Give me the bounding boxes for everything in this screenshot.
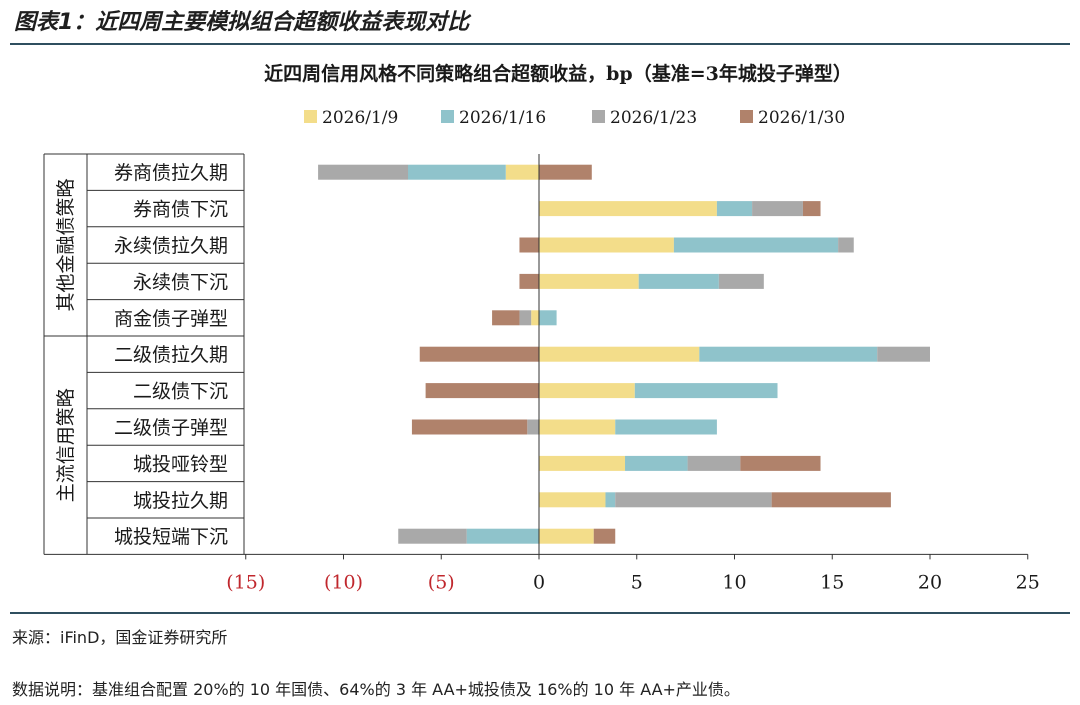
x-tick-label: 10 <box>722 571 746 593</box>
x-tick-label: 25 <box>1016 571 1040 593</box>
bar-segment <box>634 383 778 399</box>
legend-swatch <box>740 110 753 123</box>
bar-segment <box>425 383 539 399</box>
x-axis: (15) (10) (5) 0 5 10 15 20 25 <box>226 553 1040 593</box>
bar-segment <box>605 492 616 508</box>
category-label: 券商债下沉 <box>133 199 228 221</box>
bar-segment <box>638 273 719 289</box>
bar-segment <box>519 310 532 326</box>
group-label: 其他金融债策略 <box>55 178 77 311</box>
bar-segment <box>539 164 592 180</box>
data-note: 数据说明：基准组合配置 20%的 10 年国债、64%的 3 年 AA+城投债及… <box>12 680 740 699</box>
legend-label: 2026/1/16 <box>459 108 546 128</box>
category-label: 二级债子弹型 <box>114 417 228 439</box>
category-frame: 券商债拉久期券商债下沉永续债拉久期永续债下沉商金债子弹型二级债拉久期二级债下沉二… <box>43 153 245 555</box>
bar-segment <box>539 419 616 435</box>
bar-segment <box>593 528 616 544</box>
category-label: 城投拉久期 <box>133 490 228 512</box>
figure-header: 图表1：近四周主要模拟组合超额收益表现对比 <box>14 10 470 35</box>
legend-swatch <box>304 110 317 123</box>
legend-label: 2026/1/9 <box>322 108 398 128</box>
x-tick-label: (10) <box>324 571 363 593</box>
bar-segment <box>539 455 626 471</box>
bar-segment <box>519 237 539 253</box>
x-tick-label: 15 <box>820 571 844 593</box>
bar-segment <box>539 492 606 508</box>
legend-label: 2026/1/30 <box>758 108 845 128</box>
bar-segment <box>419 346 539 362</box>
bar-segment <box>539 383 635 399</box>
chart-title: 近四周信用风格不同策略组合超额收益，bp（基准=3年城投子弹型） <box>264 62 852 85</box>
bar-segment <box>615 492 772 508</box>
bar-segment <box>716 201 753 217</box>
bar-segment <box>539 273 639 289</box>
legend-swatch <box>592 110 605 123</box>
x-tick-label: 0 <box>533 571 545 593</box>
bar-segment <box>687 455 741 471</box>
category-label: 二级债下沉 <box>133 381 228 403</box>
bar-segment <box>492 310 520 326</box>
header-rule <box>10 43 1070 45</box>
bar-segment <box>615 419 717 435</box>
bar-segment <box>539 310 557 326</box>
bar-segment <box>771 492 891 508</box>
legend-swatch <box>441 110 454 123</box>
bar-segment <box>802 201 821 217</box>
chart: 近四周信用风格不同策略组合超额收益，bp（基准=3年城投子弹型） 2026/1/… <box>43 62 1040 593</box>
x-tick-label: 5 <box>631 571 643 593</box>
category-label: 券商债拉久期 <box>114 162 228 184</box>
bar-segment <box>466 528 539 544</box>
bar-segment <box>718 273 764 289</box>
bar-segment <box>531 310 539 326</box>
category-label: 城投短端下沉 <box>114 526 228 548</box>
bar-segment <box>539 201 717 217</box>
category-label: 二级债拉久期 <box>114 344 228 366</box>
bar-segment <box>519 273 539 289</box>
bar-segment <box>539 346 700 362</box>
bar-segment <box>625 455 688 471</box>
bar-segment <box>398 528 467 544</box>
category-label: 城投哑铃型 <box>133 453 228 475</box>
footer-rule <box>10 612 1070 614</box>
legend-label: 2026/1/23 <box>610 108 697 128</box>
category-label: 永续债下沉 <box>133 271 228 293</box>
legend: 2026/1/9 2026/1/16 2026/1/23 2026/1/30 <box>304 108 845 128</box>
bar-segment <box>699 346 878 362</box>
bar-segment <box>539 528 594 544</box>
bar-segment <box>673 237 839 253</box>
source-text: 来源：iFinD，国金证券研究所 <box>12 628 228 647</box>
bar-segment <box>411 419 528 435</box>
bar-segment <box>539 237 674 253</box>
bar-segment <box>408 164 506 180</box>
bars <box>318 154 930 555</box>
category-label: 永续债拉久期 <box>114 235 228 257</box>
bar-segment <box>752 201 803 217</box>
bar-segment <box>877 346 930 362</box>
bar-segment <box>505 164 539 180</box>
group-label: 主流信用策略 <box>55 388 77 502</box>
category-label: 商金债子弹型 <box>114 308 228 330</box>
x-tick-label: (15) <box>226 571 265 593</box>
bar-segment <box>527 419 539 435</box>
x-tick-label: 20 <box>918 571 942 593</box>
bar-segment <box>318 164 409 180</box>
bar-segment <box>740 455 821 471</box>
bar-segment <box>838 237 854 253</box>
x-tick-label: (5) <box>428 571 455 593</box>
